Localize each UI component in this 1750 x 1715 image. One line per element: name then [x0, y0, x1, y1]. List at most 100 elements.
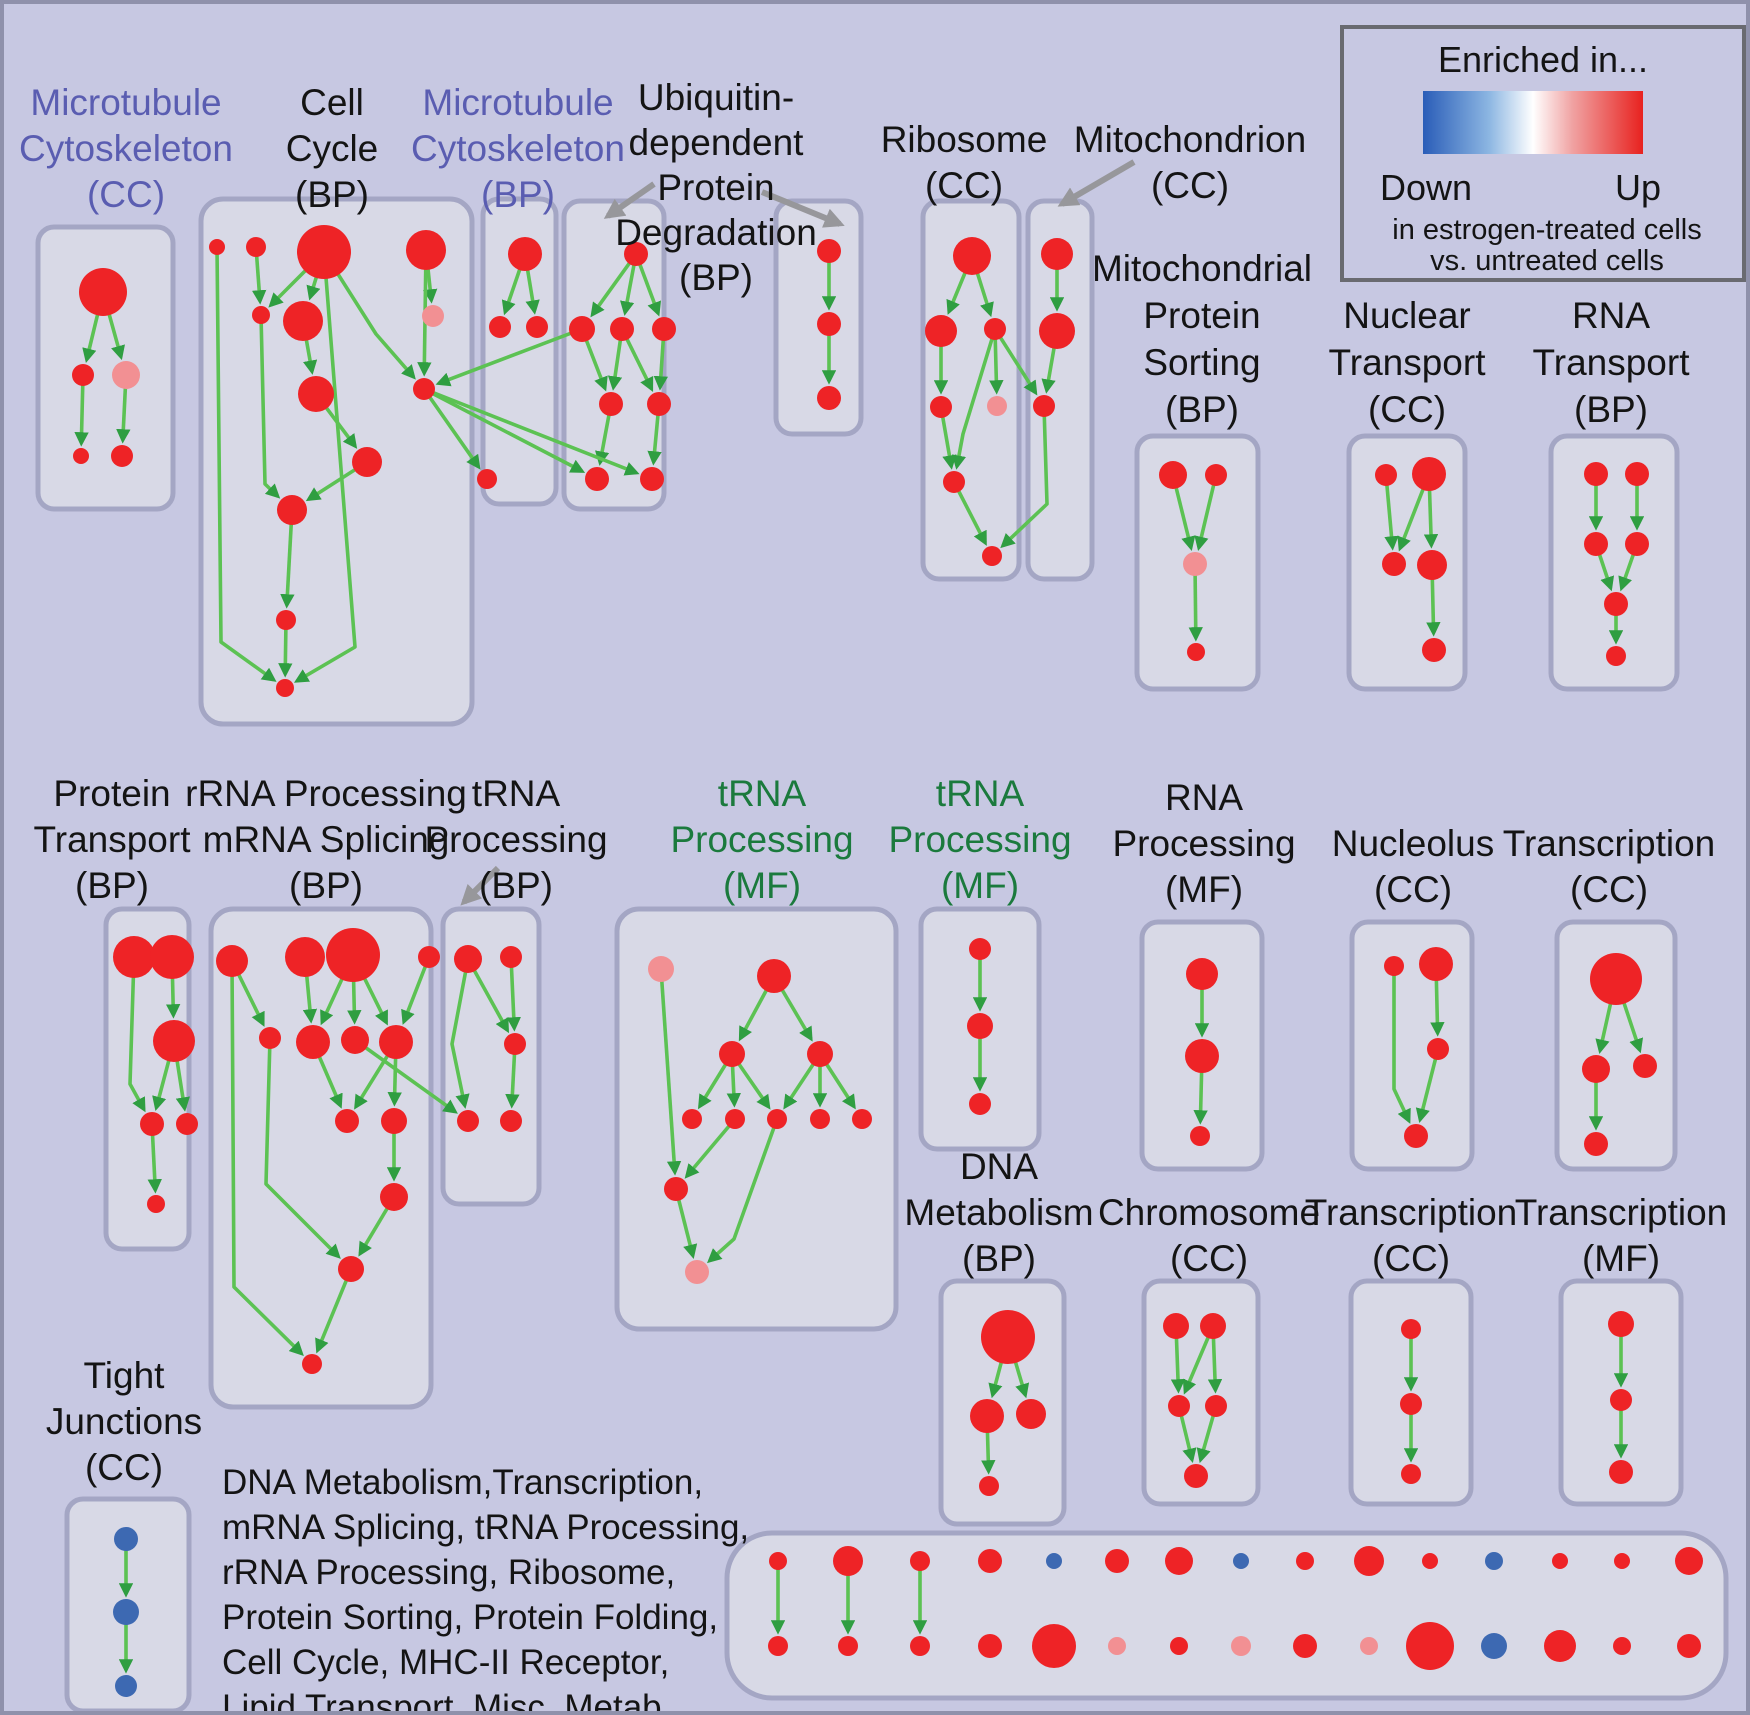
- go-term-node-tcc3-c: [1401, 1464, 1421, 1484]
- go-term-node-chr-t2: [1200, 1313, 1226, 1339]
- go-term-node-mito-mb: [1039, 313, 1075, 349]
- cluster-label-rnamf-line3: (MF): [1164, 869, 1244, 910]
- edge-arrow: [707, 1118, 779, 1264]
- go-term-node-pt-d: [140, 1112, 164, 1136]
- go-term-node-misc-t4: [978, 1549, 1002, 1573]
- go-term-node-rib-rr: [984, 318, 1006, 340]
- go-term-node-tcc2-ml: [1582, 1055, 1610, 1083]
- go-term-node-misc-t2: [833, 1546, 863, 1576]
- go-term-node-misc-b11: [1406, 1622, 1454, 1670]
- go-term-node-rnat-m1: [1584, 532, 1608, 556]
- cluster-label-mps-line1: Mitochondrial: [1091, 248, 1313, 289]
- go-term-node-nucl-tl: [1384, 956, 1404, 976]
- go-term-node-tmf2-c: [969, 1093, 991, 1115]
- go-term-node-rib-rp: [987, 396, 1007, 416]
- go-term-node-rrna-T4: [418, 946, 440, 968]
- go-term-node-rib-rt: [953, 237, 991, 275]
- go-term-node-ub1-l1: [599, 392, 623, 416]
- edge-arrow: [128, 956, 146, 1113]
- go-term-node-misc-b4: [978, 1634, 1002, 1658]
- go-term-node-rnat-t1: [1584, 462, 1608, 486]
- merged-categories-line2: mRNA Splicing, tRNA Processing,: [222, 1508, 750, 1547]
- cluster-label-tbp-line1: tRNA: [471, 773, 561, 814]
- go-term-node-misc-b8: [1231, 1636, 1251, 1656]
- go-term-node-tbp-b2: [500, 1110, 522, 1132]
- go-term-node-nuct-ml: [1382, 552, 1406, 576]
- go-term-node-chr-t1: [1163, 1313, 1189, 1339]
- go-term-node-tmf1-f: [685, 1260, 709, 1284]
- cluster-label-mps-line4: (BP): [1165, 389, 1239, 430]
- merged-categories-line1: DNA Metabolism,Transcription,: [222, 1463, 704, 1502]
- go-term-node-rib-rl: [925, 315, 957, 347]
- go-term-node-dna-c2: [1016, 1399, 1046, 1429]
- go-term-node-cc-A: [209, 239, 225, 255]
- edge-arrow: [422, 387, 481, 470]
- go-term-node-tj-a: [114, 1527, 138, 1551]
- go-term-node-misc-b9: [1293, 1634, 1317, 1658]
- go-term-node-mc_cc-c: [73, 448, 89, 464]
- edge-arrow: [506, 956, 521, 1032]
- go-term-node-misc-t13: [1552, 1553, 1568, 1569]
- go-term-node-mc_cc-a: [79, 268, 127, 316]
- go-term-node-ub2-z: [817, 386, 841, 410]
- go-term-node-misc-b13: [1544, 1630, 1576, 1662]
- go-term-node-mps-pm: [1183, 552, 1207, 576]
- edge-arrow: [590, 252, 638, 318]
- cluster-label-rib-line2: (CC): [924, 165, 1004, 206]
- go-term-node-ub1-m1: [569, 316, 595, 342]
- go-term-node-dna-t: [981, 1310, 1035, 1364]
- edge-arrow: [215, 246, 277, 682]
- go-term-node-pt-b: [150, 935, 194, 979]
- cluster-label-rnamf-line1: RNA: [1164, 777, 1244, 818]
- go-term-node-cc-J: [352, 447, 382, 477]
- gray-pointer-arrow: [460, 865, 501, 906]
- go-term-node-nuct-b: [1422, 638, 1446, 662]
- go-term-node-ub1-b2: [640, 467, 664, 491]
- go-term-node-tbp-b1: [457, 1110, 479, 1132]
- go-term-node-tj-b: [113, 1599, 139, 1625]
- edge-arrow: [1000, 405, 1049, 549]
- go-term-node-tmf2-b: [967, 1013, 993, 1039]
- cluster-label-rrna-line3: (BP): [289, 865, 363, 906]
- cluster-box-ub2: [773, 198, 864, 437]
- go-term-node-mc_cc-d: [111, 445, 133, 467]
- go-term-node-tmf1-e3: [767, 1109, 787, 1129]
- legend-title: Enriched in...: [1437, 39, 1649, 80]
- cluster-label-dna-line1: DNA: [959, 1146, 1039, 1187]
- merged-categories-line6: Lipid Transport, Misc. Metab.: [222, 1688, 672, 1715]
- go-term-node-ub1-m3: [652, 317, 676, 341]
- edge-arrow: [951, 328, 997, 470]
- go-term-node-pt-c: [153, 1020, 195, 1062]
- go-term-node-rrna-S1: [259, 1027, 281, 1049]
- go-term-node-rib-rm: [943, 471, 965, 493]
- go-term-node-rrna-X: [302, 1354, 322, 1374]
- go-term-node-cc-K: [277, 495, 307, 525]
- go-term-node-misc-t9: [1296, 1552, 1314, 1570]
- go-term-node-ub1-l2: [647, 392, 671, 416]
- edge-arrow: [353, 1038, 458, 1114]
- go-term-node-rnat-m2: [1625, 532, 1649, 556]
- go-term-node-chr-b: [1184, 1464, 1208, 1488]
- cluster-box-nucl: [1349, 919, 1475, 1172]
- cluster-label-tj-line1: Tight: [83, 1355, 165, 1396]
- legend-subtitle-line2: vs. untreated cells: [1430, 245, 1664, 277]
- gray-pointer-arrow: [603, 181, 656, 219]
- edge-arrow: [1194, 474, 1218, 551]
- cluster-label-pt-line2: Transport: [33, 819, 191, 860]
- edge-arrow: [450, 958, 470, 1109]
- cluster-label-tcc3-line1: Transcription: [1304, 1192, 1518, 1233]
- cluster-box-cc: [198, 196, 475, 727]
- go-term-node-misc-b1: [768, 1636, 788, 1656]
- go-term-node-rrna-U1: [335, 1109, 359, 1133]
- edge-arrow: [435, 327, 583, 387]
- go-term-node-tmf1-e5: [852, 1109, 872, 1129]
- cluster-label-ub-line2: dependent: [628, 122, 804, 163]
- go-term-node-misc-b5: [1032, 1624, 1076, 1668]
- go-term-node-tmf1-d: [807, 1041, 833, 1067]
- go-term-node-cc-I: [413, 378, 435, 400]
- edge-arrow: [993, 328, 1038, 396]
- go-term-node-misc-t10: [1354, 1546, 1384, 1576]
- go-term-node-nucl-b: [1404, 1124, 1428, 1148]
- go-term-node-tmf-b: [1610, 1389, 1632, 1411]
- go-term-node-tmf-a: [1608, 1311, 1634, 1337]
